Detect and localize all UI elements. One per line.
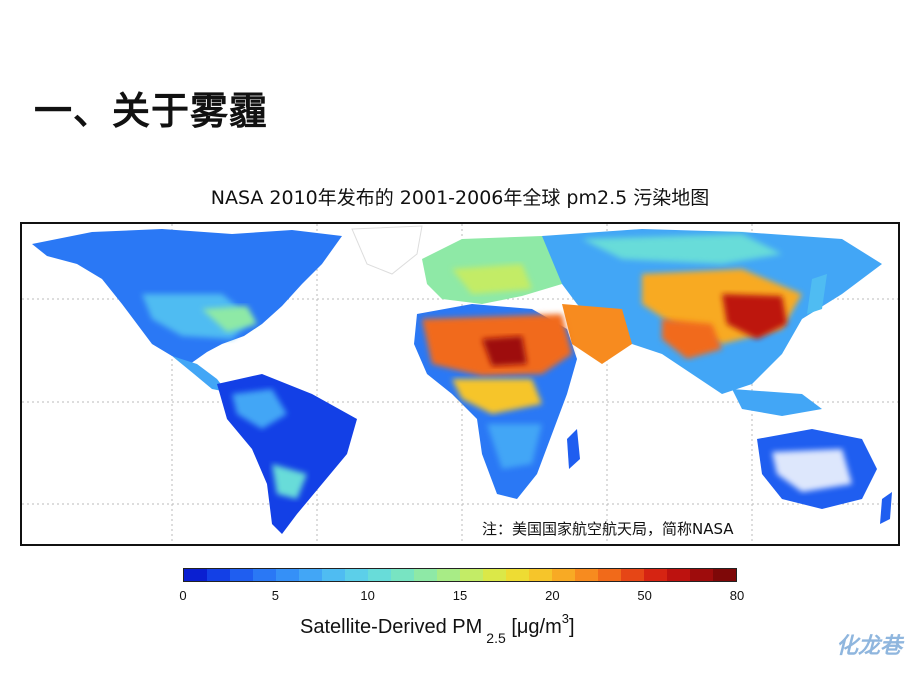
colorbar-tick-label: 5 [271, 588, 279, 603]
colorbar-swatch [391, 569, 414, 581]
axis-label-superscript: 3 [561, 611, 569, 626]
colorbar-swatch [460, 569, 483, 581]
colorbar-axis-label: Satellite-Derived PM 2.5 [μg/m3] [300, 611, 575, 646]
colorbar-swatch [598, 569, 621, 581]
colorbar-swatch [575, 569, 598, 581]
map-footnote: 注：美国国家航空航天局，简称NASA [482, 520, 734, 538]
axis-label-main: Satellite-Derived PM [300, 616, 483, 638]
pm25-colorbar [183, 568, 737, 582]
colorbar-tick-label: 0 [179, 588, 187, 603]
colorbar-swatch [437, 569, 460, 581]
colorbar-tick-label: 10 [360, 588, 375, 603]
colorbar-swatch [299, 569, 322, 581]
colorbar-swatch [713, 569, 736, 581]
colorbar-tick-label: 15 [452, 588, 468, 603]
colorbar-swatch [345, 569, 368, 581]
colorbar-swatch [184, 569, 207, 581]
colorbar-swatch [552, 569, 575, 581]
axis-label-unit: [μg/m [511, 616, 562, 638]
colorbar-swatch [414, 569, 437, 581]
map-caption: NASA 2010年发布的 2001-2006年全球 pm2.5 污染地图 [210, 187, 710, 209]
greenland [351, 225, 423, 275]
map-canvas [22, 224, 898, 544]
colorbar-swatch [368, 569, 391, 581]
colorbar-ticks: 0 5 10 15 20 50 80 [179, 588, 744, 606]
colorbar-swatch [253, 569, 276, 581]
watermark-logo: 化龙巷 [836, 634, 903, 659]
colorbar-swatch [690, 569, 713, 581]
axis-label-unit-close: ] [568, 616, 575, 638]
world-pm25-map: 注：美国国家航空航天局，简称NASA [20, 222, 900, 546]
slide-title: 一、关于雾霾 [34, 89, 269, 133]
axis-label-subscript: 2.5 [486, 630, 506, 646]
colorbar-swatch [667, 569, 690, 581]
colorbar-tick-label: 80 [729, 588, 745, 603]
colorbar-tick-label: 20 [545, 588, 560, 603]
colorbar-swatch [621, 569, 644, 581]
colorbar-swatch [207, 569, 230, 581]
colorbar-swatch [506, 569, 529, 581]
colorbar-swatch [322, 569, 345, 581]
colorbar-swatch [483, 569, 506, 581]
colorbar-swatch [230, 569, 253, 581]
colorbar-swatch [529, 569, 552, 581]
continents [32, 225, 892, 534]
colorbar-tick-label: 50 [637, 588, 652, 603]
colorbar-swatch [644, 569, 667, 581]
colorbar-swatch [276, 569, 299, 581]
